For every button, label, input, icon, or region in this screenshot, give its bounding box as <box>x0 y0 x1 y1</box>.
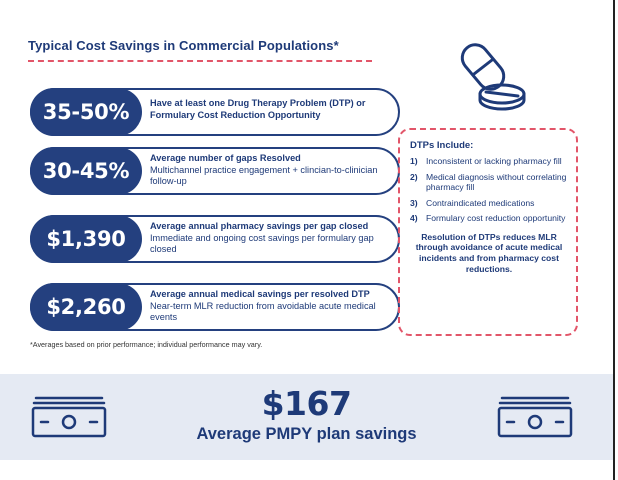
dtp-item-number: 4) <box>410 213 418 223</box>
dtp-item-number: 3) <box>410 197 418 208</box>
dtp-item-text: Formulary cost reduction opportunity <box>426 213 566 223</box>
money-bill-icon <box>497 396 573 438</box>
stat-heading: Average annual medical savings per resol… <box>150 289 370 299</box>
pmpy-savings-value: $167 <box>261 384 352 423</box>
dtp-item-text: Contraindicated medications <box>426 197 535 208</box>
stat-detail: Near-term MLR reduction from avoidable a… <box>150 300 376 323</box>
dtp-item-text: Inconsistent or lacking pharmacy fill <box>426 156 562 166</box>
stat-text: Average annual pharmacy savings per gap … <box>150 221 384 256</box>
stat-heading: Have at least one Drug Therapy Problem (… <box>150 98 366 120</box>
stat-value-pill: 30-45% <box>30 147 142 195</box>
pill-capsule-icon <box>460 43 526 111</box>
dtp-info-box: DTPs Include: 1) Inconsistent or lacking… <box>398 128 578 336</box>
page-edge-line <box>613 0 615 480</box>
stat-heading: Average annual pharmacy savings per gap … <box>150 221 369 231</box>
dtp-list-item: 3) Contraindicated medications <box>410 198 568 209</box>
stat-text: Average annual medical savings per resol… <box>150 289 384 324</box>
pmpy-savings-label: Average PMPY plan savings <box>196 425 417 443</box>
dtp-item-text: Medical diagnosis without correlating ph… <box>426 171 567 193</box>
section-title: Typical Cost Savings in Commercial Popul… <box>28 38 339 53</box>
dtp-title: DTPs Include: <box>410 140 474 151</box>
stat-row: 35-50% Have at least one Drug Therapy Pr… <box>30 88 400 136</box>
stat-detail: Immediate and ongoing cost savings per f… <box>150 232 374 255</box>
stat-detail: Multichannel practice engagement + clinc… <box>150 164 378 187</box>
stat-value-pill: $2,260 <box>30 283 142 331</box>
dtp-item-number: 2) <box>410 171 418 182</box>
dtp-summary: Resolution of DTPs reduces MLR through a… <box>415 231 563 274</box>
dtp-list-item: 4) Formulary cost reduction opportunity <box>410 213 568 224</box>
dtp-item-number: 1) <box>410 156 418 166</box>
dtp-list-item: 1) Inconsistent or lacking pharmacy fill <box>410 156 568 167</box>
stat-row: 30-45% Average number of gaps Resolved M… <box>30 147 400 195</box>
footnote: *Averages based on prior performance; in… <box>30 340 263 349</box>
savings-banner <box>0 374 613 460</box>
money-bill-icon <box>31 396 107 438</box>
dtp-list-item: 2) Medical diagnosis without correlating… <box>410 172 568 193</box>
stat-text: Average number of gaps Resolved Multicha… <box>150 153 384 188</box>
title-divider <box>28 60 372 62</box>
stat-value-pill: $1,390 <box>30 215 142 263</box>
stat-text: Have at least one Drug Therapy Problem (… <box>150 98 384 121</box>
stat-row: $1,390 Average annual pharmacy savings p… <box>30 215 400 263</box>
stat-row: $2,260 Average annual medical savings pe… <box>30 283 400 331</box>
stat-heading: Average number of gaps Resolved <box>150 153 301 163</box>
stat-value-pill: 35-50% <box>30 88 142 136</box>
